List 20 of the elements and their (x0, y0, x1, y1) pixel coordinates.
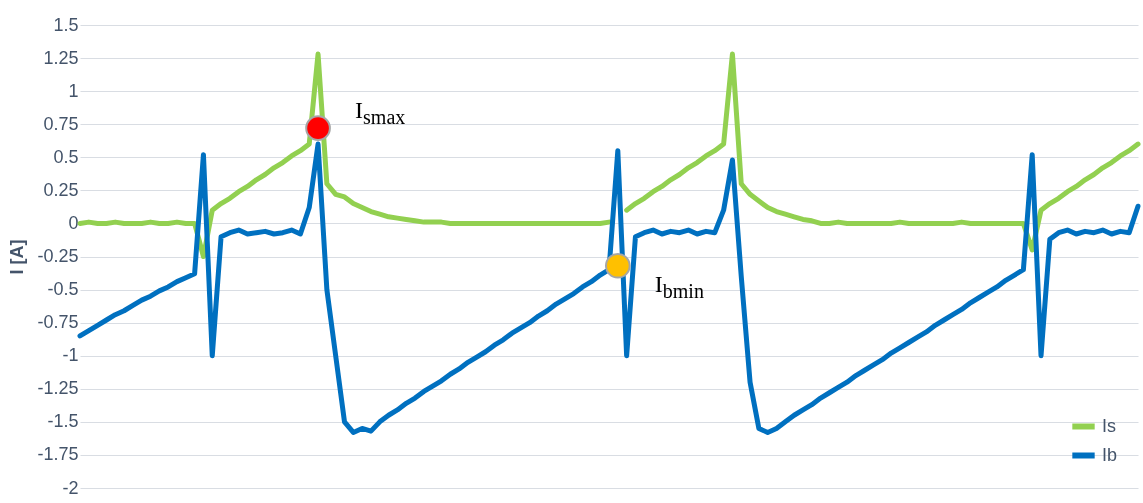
y-tick-label: -0.5 (47, 279, 79, 300)
annotation: I$_{bmin}$ (654, 270, 704, 302)
y-tick-label: 1 (68, 80, 79, 101)
y-tick-label: -1.75 (37, 444, 79, 465)
y-tick-label: -0.25 (37, 246, 79, 266)
y-tick-label: 0 (68, 212, 79, 233)
legend-label: Is (1102, 415, 1117, 436)
y-tick-label: 1.5 (53, 14, 79, 35)
y-tick-label: 0.75 (43, 113, 79, 134)
y-tick-label: -1.25 (37, 378, 79, 399)
legend-label: Ib (1102, 444, 1118, 465)
y-tick-label: -1.5 (47, 411, 79, 432)
y-tick-label: -2 (62, 477, 79, 498)
y-tick-label: -1 (62, 345, 79, 366)
y-axis-title: I [A] (7, 239, 28, 275)
y-tick-label: 0.25 (43, 179, 79, 200)
y-tick-label: -0.75 (37, 312, 79, 333)
y-tick-label: 1.25 (43, 47, 79, 68)
annotation: I$_{smax}$ (355, 97, 406, 128)
y-tick-label: 0.5 (53, 146, 79, 167)
